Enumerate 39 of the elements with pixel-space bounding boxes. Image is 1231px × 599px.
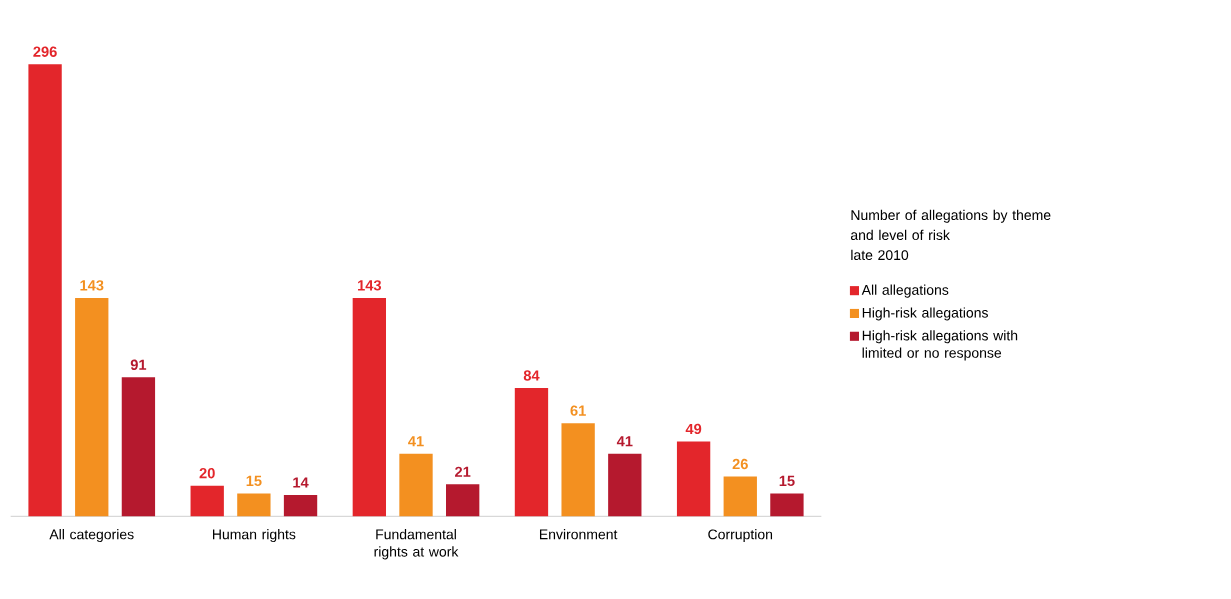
data-label: 296 <box>33 46 57 57</box>
x-tick-label: Environment <box>539 529 618 540</box>
bar <box>770 493 804 517</box>
bar <box>121 377 156 517</box>
bar <box>237 493 271 517</box>
x-tick-label: Human rights <box>213 529 296 543</box>
bar <box>723 476 757 517</box>
data-label: 41 <box>616 436 633 447</box>
data-label: 21 <box>455 466 471 477</box>
bar <box>608 453 642 517</box>
bar <box>28 64 62 517</box>
data-label: 41 <box>408 436 424 447</box>
bar <box>283 494 318 517</box>
data-label: 91 <box>130 359 147 370</box>
bar <box>514 388 549 517</box>
bar <box>75 297 109 517</box>
x-tick-label: All categories <box>49 529 134 543</box>
legend-label: High-risk allegations with limited or no response <box>862 330 1018 361</box>
bar <box>190 485 224 517</box>
bar <box>676 441 711 517</box>
x-tick-label: Corruption <box>708 529 773 543</box>
bar <box>352 297 387 517</box>
bar <box>561 423 595 517</box>
text: late 2010 <box>851 249 909 261</box>
data-label: 15 <box>779 475 795 487</box>
legend-label: High-risk allegations <box>862 307 988 321</box>
data-label: 14 <box>293 477 309 488</box>
bar <box>399 453 433 517</box>
legend-label: All allegations <box>861 284 949 298</box>
data-label: 84 <box>523 370 540 381</box>
data-label: 20 <box>199 468 215 479</box>
data-label: 61 <box>570 405 586 416</box>
data-label: 143 <box>80 280 104 291</box>
data-label: 26 <box>732 458 748 470</box>
bar <box>446 484 480 517</box>
data-label: 143 <box>358 280 382 291</box>
x-tick-label: Fundamental rights at work <box>374 529 459 560</box>
data-label: 15 <box>246 475 262 487</box>
data-label: 49 <box>685 423 702 435</box>
